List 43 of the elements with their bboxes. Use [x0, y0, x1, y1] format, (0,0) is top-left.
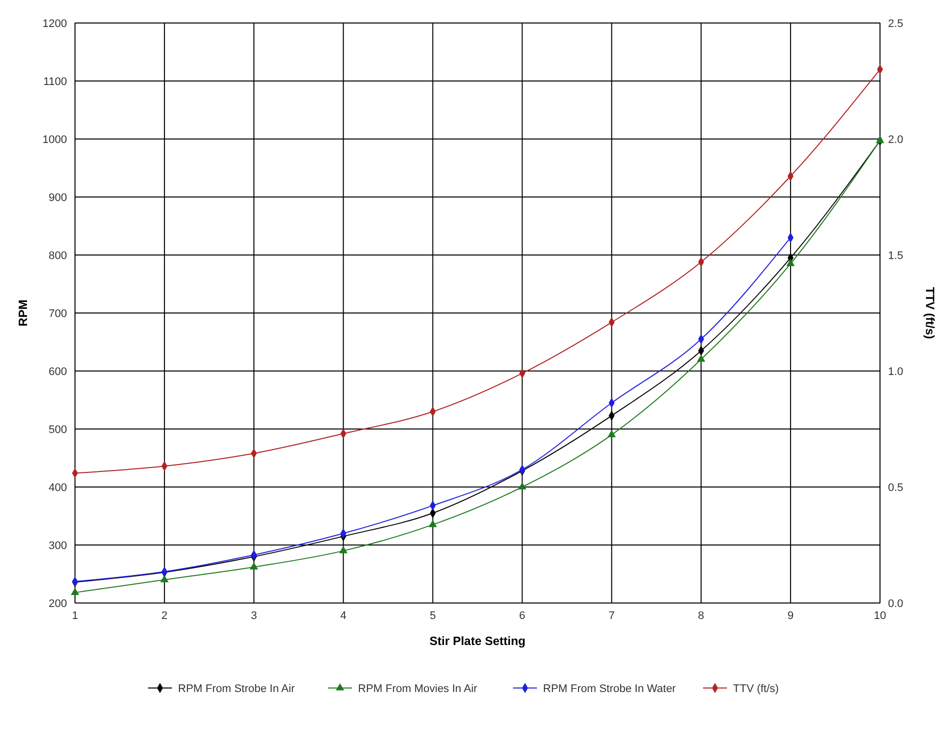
y-tick-label: 500 [48, 424, 67, 436]
y-tick-label: 300 [48, 540, 67, 552]
x-tick-label: 7 [608, 610, 615, 622]
y2-tick-label: 0.5 [888, 482, 904, 494]
x-tick-label: 9 [787, 610, 794, 622]
y-tick-label: 600 [48, 366, 67, 378]
y2-tick-label: 1.0 [888, 366, 904, 378]
x-tick-label: 4 [340, 610, 346, 622]
x-tick-label: 10 [874, 610, 886, 622]
point [786, 258, 795, 266]
x-axis-title: Stir Plate Setting [429, 634, 526, 648]
y-tick-label: 900 [48, 192, 67, 204]
x-tick-label: 2 [161, 610, 168, 622]
x-tick-label: 3 [250, 610, 257, 622]
y2-tick-label: 2.5 [888, 18, 904, 30]
x-tick-label: 6 [519, 610, 526, 622]
x-tick-label: 8 [698, 610, 704, 622]
legend-label: RPM From Strobe In Water [543, 682, 676, 695]
y-tick-label: 800 [48, 250, 67, 262]
y-axis-title: RPM [16, 300, 30, 326]
point [696, 354, 706, 362]
y-tick-label: 400 [48, 482, 67, 494]
legend-label: TTV (ft/s) [733, 682, 779, 695]
y-tick-label: 1200 [42, 18, 67, 30]
y2-tick-label: 2.0 [888, 134, 904, 146]
y-tick-label: 1100 [43, 76, 67, 88]
point [339, 546, 348, 554]
y-tick-label: 700 [48, 308, 67, 320]
x-tick-label: 1 [72, 610, 78, 622]
y2-tick-label: 1.5 [888, 250, 904, 262]
point [518, 482, 526, 490]
y-tick-label: 1000 [42, 134, 67, 146]
point [428, 520, 437, 528]
point [608, 430, 616, 438]
point [70, 588, 80, 595]
point [876, 136, 884, 144]
y2-axis-title: TTV (ft/s) [923, 287, 937, 339]
point [250, 562, 258, 570]
x-tick-label: 5 [430, 610, 436, 622]
legend-label: RPM From Strobe In Air [178, 682, 296, 695]
legend-label: RPM From Movies In Air [358, 682, 478, 695]
y-tick-label: 200 [48, 598, 67, 610]
y2-tick-label: 0.0 [888, 598, 904, 610]
